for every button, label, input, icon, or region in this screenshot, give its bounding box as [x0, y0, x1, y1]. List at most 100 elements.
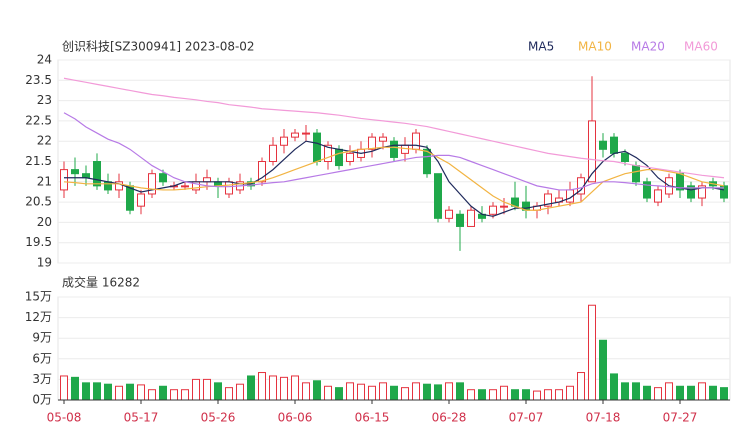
y-tick-label: 23	[37, 93, 52, 107]
volume-bar	[137, 384, 145, 401]
y-tick-label: 12万	[25, 310, 52, 324]
volume-bar	[401, 387, 409, 401]
candle-body	[500, 205, 508, 208]
volume-bar	[720, 387, 728, 401]
candle-body	[610, 136, 618, 154]
chart-title: 创识科技[SZ300941] 2023-08-02	[62, 40, 255, 54]
volume-title: 成交量 16282	[62, 275, 140, 290]
plot-frame	[57, 296, 731, 401]
volume-bar	[60, 375, 68, 401]
volume-bar	[632, 382, 640, 401]
volume-bar	[434, 384, 442, 401]
candle-body	[126, 185, 134, 211]
candle-body	[93, 161, 101, 187]
candle-body	[148, 173, 156, 195]
ma-line	[63, 112, 724, 191]
candle-body	[368, 136, 376, 150]
candle-body	[544, 193, 552, 207]
volume-bar	[115, 385, 123, 401]
candle-body	[258, 161, 266, 183]
volume-bar	[357, 383, 365, 401]
y-tick-label: 21.5	[25, 154, 52, 168]
volume-bar	[544, 389, 552, 401]
y-tick-label: 22.5	[25, 113, 52, 127]
y-tick-label: 20.5	[25, 195, 52, 209]
volume-bar	[698, 382, 706, 401]
volume-bar	[236, 383, 244, 401]
volume-bar	[126, 383, 134, 401]
volume-bar	[346, 382, 354, 401]
candle-body	[434, 173, 442, 219]
x-tick-label: 07-07	[509, 411, 544, 425]
candle-body	[291, 132, 299, 138]
candle-body	[225, 181, 233, 195]
volume-bar	[280, 376, 288, 401]
volume-bar	[467, 389, 475, 401]
candle-body	[643, 181, 651, 199]
volume-bar	[566, 385, 574, 401]
y-tick-label: 3万	[32, 372, 52, 386]
x-tick-label: 07-18	[586, 411, 621, 425]
candle-body	[489, 205, 497, 215]
candle-body	[390, 140, 398, 158]
volume-bar	[214, 382, 222, 401]
legend-label: MA20	[631, 40, 665, 54]
volume-bar	[148, 389, 156, 401]
volume-bar	[225, 387, 233, 401]
volume-bar	[269, 375, 277, 401]
x-tick-label: 05-17	[124, 411, 159, 425]
candle-body	[577, 177, 585, 195]
candle-body	[313, 132, 321, 163]
volume-bar	[489, 389, 497, 401]
x-tick-label: 06-15	[355, 411, 390, 425]
y-tick-label: 21	[37, 174, 52, 188]
candle-body	[82, 173, 90, 179]
volume-bar	[247, 375, 255, 401]
candle-body	[445, 209, 453, 219]
candle-body	[324, 144, 332, 162]
candle-body	[379, 136, 387, 142]
candle-body	[423, 148, 431, 175]
candle-body	[412, 132, 420, 150]
volume-bar	[423, 383, 431, 401]
candle-body	[599, 140, 607, 150]
volume-bar	[159, 385, 167, 401]
volume-bar	[522, 389, 530, 401]
candle-body	[137, 193, 145, 207]
ma-line	[63, 77, 725, 179]
ma-line	[63, 146, 725, 211]
volume-bar	[500, 385, 508, 401]
volume-bar	[511, 389, 519, 401]
volume-bar	[82, 382, 90, 401]
y-tick-label: 0万	[32, 393, 52, 407]
volume-bar	[368, 385, 376, 401]
volume-bar	[555, 389, 563, 401]
volume-bar	[203, 378, 211, 401]
candle-body	[401, 144, 409, 154]
volume-bar	[643, 385, 651, 401]
volume-bar	[577, 372, 585, 401]
candle-body	[71, 169, 79, 175]
volume-bar	[709, 385, 717, 401]
volume-bar	[676, 385, 684, 401]
volume-bar	[412, 382, 420, 401]
volume-bar	[533, 390, 541, 401]
volume-bar	[456, 382, 464, 401]
volume-bar	[302, 382, 310, 401]
legend-label: MA10	[578, 40, 612, 54]
candle-body	[346, 152, 354, 163]
x-tick-label: 07-27	[663, 411, 698, 425]
volume-bar	[610, 373, 618, 401]
x-tick-label: 06-28	[432, 411, 467, 425]
candle-body	[654, 189, 662, 203]
candle-body	[588, 120, 596, 183]
volume-bar	[192, 378, 200, 401]
volume-bar	[478, 389, 486, 401]
candle-body	[632, 165, 640, 183]
candle-body	[698, 185, 706, 199]
y-tick-label: 9万	[32, 331, 52, 345]
volume-bar	[313, 380, 321, 401]
candle-body	[104, 181, 112, 191]
y-tick-label: 19.5	[25, 235, 52, 249]
